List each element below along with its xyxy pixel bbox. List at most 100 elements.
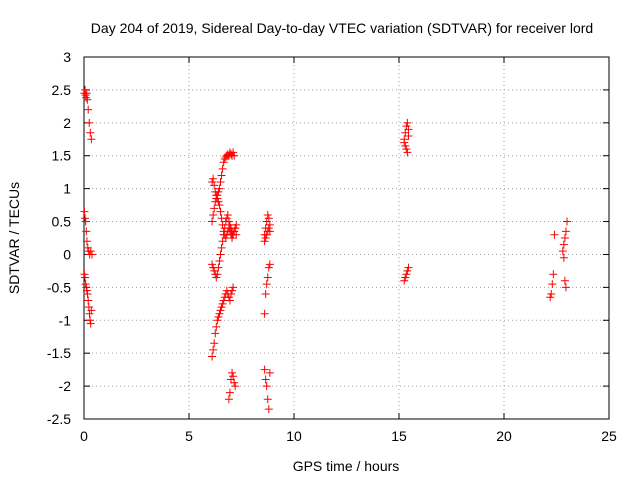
data-point xyxy=(86,247,95,256)
data-point xyxy=(214,263,223,272)
y-tick-label: -0.5 xyxy=(47,279,71,295)
data-point xyxy=(82,93,91,102)
data-point xyxy=(263,227,272,236)
x-tick-label: 15 xyxy=(391,428,407,444)
data-point xyxy=(209,210,218,219)
data-point xyxy=(227,289,235,298)
data-point xyxy=(81,273,90,282)
data-point xyxy=(210,204,219,213)
y-axis-label: SDTVAR / TECUs xyxy=(6,182,22,294)
data-point xyxy=(230,227,239,236)
data-point xyxy=(561,227,570,236)
data-point xyxy=(229,283,238,292)
data-point xyxy=(218,299,227,308)
data-point xyxy=(265,220,274,229)
data-point xyxy=(265,260,274,269)
y-tick-label: 0.5 xyxy=(52,214,72,230)
data-point xyxy=(558,247,567,256)
data-point xyxy=(402,145,411,154)
data-point xyxy=(216,178,225,187)
data-point xyxy=(403,118,412,127)
data-point xyxy=(83,289,92,298)
data-point xyxy=(208,178,217,187)
data-point xyxy=(223,210,232,219)
data-point xyxy=(213,316,222,325)
data-point xyxy=(261,234,270,242)
data-point xyxy=(80,207,89,216)
data-point xyxy=(265,368,274,377)
data-point xyxy=(210,339,219,348)
data-point xyxy=(225,388,234,397)
y-tick-label: 2.5 xyxy=(52,82,72,98)
chart-title: Day 204 of 2019, Sidereal Day-to-day VTE… xyxy=(91,20,593,36)
data-point xyxy=(212,322,221,331)
data-point xyxy=(220,155,229,164)
x-tick-label: 0 xyxy=(80,428,88,444)
data-point xyxy=(218,237,227,246)
data-point xyxy=(85,118,94,127)
data-point xyxy=(229,148,238,157)
data-point xyxy=(231,224,240,233)
data-point xyxy=(224,217,233,226)
data-point xyxy=(81,280,90,289)
data-point xyxy=(209,174,218,183)
y-tick-label: 3 xyxy=(63,49,71,65)
data-point xyxy=(81,214,90,223)
y-tick-label: -1 xyxy=(59,312,72,328)
y-tick-label: 1 xyxy=(63,181,71,197)
y-tick-label: 1.5 xyxy=(52,148,72,164)
data-point xyxy=(214,187,223,196)
data-point xyxy=(219,158,228,167)
data-point xyxy=(263,395,272,404)
data-point xyxy=(230,378,239,387)
data-point xyxy=(550,230,559,239)
data-point xyxy=(560,276,569,285)
data-point xyxy=(82,237,91,246)
data-point xyxy=(404,131,413,140)
data-point xyxy=(404,263,413,272)
plot-frame xyxy=(83,56,610,420)
data-point xyxy=(84,296,93,305)
data-point xyxy=(264,214,273,223)
data-point xyxy=(81,85,90,94)
data-point xyxy=(216,250,225,259)
data-point xyxy=(261,375,270,384)
data-point xyxy=(208,352,217,361)
x-tick-label: 10 xyxy=(286,428,302,444)
data-point xyxy=(86,319,95,328)
data-point xyxy=(263,210,272,219)
data-point xyxy=(232,220,241,229)
data-point xyxy=(217,243,226,252)
data-point xyxy=(218,164,227,173)
data-point xyxy=(215,257,224,266)
data-point xyxy=(401,141,410,150)
data-point xyxy=(400,276,409,285)
data-point xyxy=(546,293,555,302)
data-point xyxy=(225,296,234,305)
x-tick-label: 25 xyxy=(601,428,617,444)
data-point xyxy=(260,365,269,374)
data-point xyxy=(85,309,94,318)
data-point xyxy=(87,306,96,315)
x-tick-label: 20 xyxy=(496,428,512,444)
data-point xyxy=(213,270,222,279)
data-point xyxy=(217,171,226,180)
data-point xyxy=(82,283,91,292)
data-point xyxy=(87,250,96,259)
y-tick-label: -2 xyxy=(59,378,72,394)
data-point xyxy=(216,207,225,216)
data-point xyxy=(83,95,92,104)
data-point xyxy=(231,382,240,391)
data-point xyxy=(229,372,238,381)
data-point xyxy=(222,214,231,223)
x-tick-label: 5 xyxy=(185,428,193,444)
data-point xyxy=(228,286,237,295)
data-point xyxy=(208,260,217,269)
data-point xyxy=(82,89,91,98)
y-tick-label: 0 xyxy=(63,246,71,262)
data-point xyxy=(81,217,90,226)
data-point xyxy=(210,181,219,190)
data-point xyxy=(262,382,271,391)
data-point xyxy=(212,194,221,203)
data-point xyxy=(224,395,233,404)
